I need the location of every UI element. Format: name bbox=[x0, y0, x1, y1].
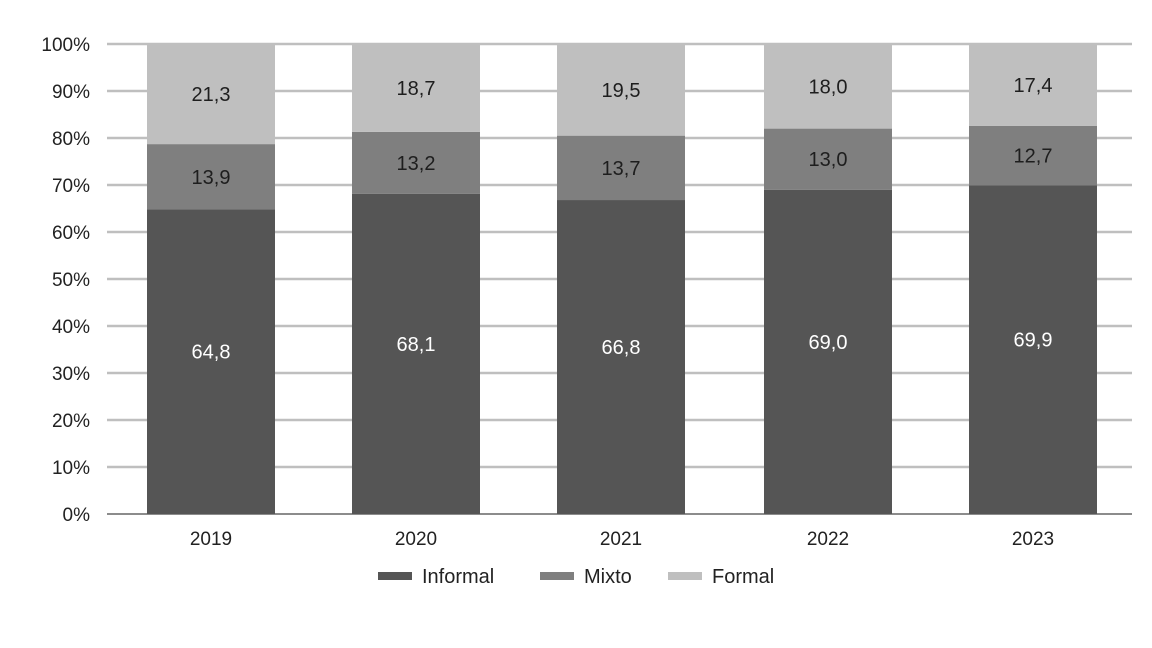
bar-segment-formal bbox=[764, 44, 892, 129]
y-tick-label: 90% bbox=[52, 82, 90, 103]
y-tick-label: 50% bbox=[52, 270, 90, 291]
data-label: 69,9 bbox=[1014, 330, 1053, 352]
data-label: 17,4 bbox=[1014, 75, 1053, 97]
y-tick-label: 60% bbox=[52, 223, 90, 244]
bar-segment-mixto bbox=[147, 144, 275, 210]
y-tick-label: 0% bbox=[63, 505, 91, 526]
legend-swatch-informal bbox=[378, 572, 412, 580]
bar-segment-formal bbox=[969, 44, 1097, 126]
data-label: 69,0 bbox=[809, 332, 848, 354]
data-label: 66,8 bbox=[602, 337, 641, 359]
bars: 64,8 13,9 21,3 68,1 13,2 18,7 66,8 13,7 19,5 69,0… bbox=[147, 44, 1097, 515]
bar-segment-formal bbox=[147, 44, 275, 145]
bar-segment-mixto bbox=[557, 135, 685, 201]
x-tick-label: 2019 bbox=[190, 529, 232, 550]
x-tick-label: 2021 bbox=[600, 529, 642, 550]
legend-swatch-formal bbox=[668, 572, 702, 580]
bar-segment-formal bbox=[557, 44, 685, 136]
legend-label-formal: Formal bbox=[712, 566, 774, 588]
y-tick-label: 80% bbox=[52, 129, 90, 150]
data-label: 18,7 bbox=[397, 78, 436, 100]
bar-segment-informal bbox=[969, 185, 1097, 514]
y-tick-label: 40% bbox=[52, 317, 90, 338]
data-label: 13,9 bbox=[192, 167, 231, 189]
x-tick-label: 2023 bbox=[1012, 529, 1054, 550]
data-label: 13,2 bbox=[397, 153, 436, 175]
bar-segment-informal bbox=[147, 209, 275, 514]
bar-segment-informal bbox=[352, 193, 480, 514]
y-axis-ticks: 0% 10% 20% 30% 40% 50% 60% 70% 80% 90% 100% bbox=[41, 35, 90, 526]
y-tick-label: 100% bbox=[41, 35, 90, 56]
data-label: 68,1 bbox=[397, 334, 436, 356]
data-label: 12,7 bbox=[1014, 146, 1053, 168]
bar-segment-mixto bbox=[969, 125, 1097, 186]
data-label: 13,0 bbox=[809, 149, 848, 171]
legend: Informal Mixto Formal bbox=[378, 566, 774, 588]
x-axis-ticks: 2019 2020 2021 2022 2023 bbox=[190, 529, 1054, 550]
y-tick-label: 70% bbox=[52, 176, 90, 197]
legend-swatch-mixto bbox=[540, 572, 574, 580]
legend-label-informal: Informal bbox=[422, 566, 494, 588]
y-tick-label: 20% bbox=[52, 411, 90, 432]
bar-segment-informal bbox=[764, 189, 892, 514]
bar-segment-mixto bbox=[352, 131, 480, 194]
x-tick-label: 2022 bbox=[807, 529, 849, 550]
data-label: 19,5 bbox=[602, 80, 641, 102]
data-label: 18,0 bbox=[809, 76, 848, 98]
data-label: 13,7 bbox=[602, 158, 641, 180]
legend-label-mixto: Mixto bbox=[584, 566, 632, 588]
bar-segment-informal bbox=[557, 200, 685, 515]
y-tick-label: 30% bbox=[52, 364, 90, 385]
bar-segment-mixto bbox=[764, 128, 892, 190]
bar-segment-formal bbox=[352, 44, 480, 132]
data-label: 21,3 bbox=[192, 84, 231, 106]
y-tick-label: 10% bbox=[52, 458, 90, 479]
x-tick-label: 2020 bbox=[395, 529, 437, 550]
data-label: 64,8 bbox=[192, 342, 231, 364]
